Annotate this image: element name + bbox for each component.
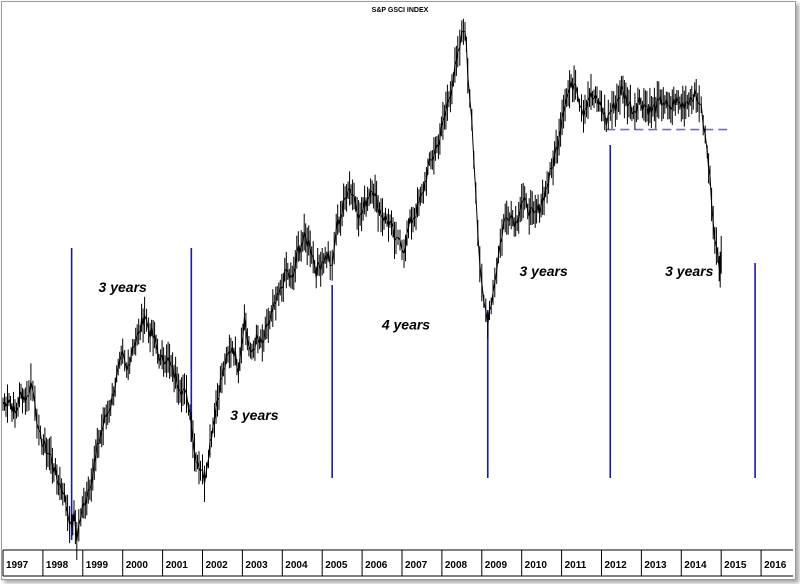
- x-tick-label: 2005: [325, 560, 348, 571]
- x-tick-label: 2002: [205, 560, 228, 571]
- cycle-annotation-label: 4 years: [381, 316, 430, 332]
- x-tick-label: 2000: [126, 560, 149, 571]
- x-tick-label: 2004: [285, 560, 308, 571]
- x-tick-label: 2009: [485, 560, 508, 571]
- cycle-annotation-label: 3 years: [519, 263, 567, 279]
- x-tick-label: 2011: [565, 560, 587, 571]
- x-tick-label: 2008: [445, 560, 468, 571]
- x-tick-label: 2012: [604, 560, 627, 571]
- x-tick-label: 2013: [644, 560, 667, 571]
- cycle-annotation-label: 3 years: [230, 407, 278, 423]
- x-tick-label: 1997: [6, 560, 29, 571]
- x-tick-label: 1998: [46, 560, 69, 571]
- cycle-marker-lines: [70, 145, 756, 540]
- price-series: [2, 18, 722, 560]
- x-tick-label: 1999: [86, 560, 109, 571]
- cycle-annotation-label: 3 years: [99, 279, 147, 295]
- chart-title: S&P GSCI INDEX: [372, 7, 429, 14]
- x-tick-label: 2003: [245, 560, 268, 571]
- x-tick-label: 2014: [684, 560, 707, 571]
- x-tick-label: 2010: [525, 560, 548, 571]
- x-axis: 1997 1998 1999 2000 2001 2002 2003 2004 2005 2006…: [2, 549, 793, 577]
- annotations: 3 years 3 years 4 years 3 years 3 years: [99, 263, 714, 423]
- x-tick-label: 2001: [166, 560, 189, 571]
- cycle-annotation-label: 3 years: [665, 263, 713, 279]
- x-tick-label: 2007: [405, 560, 428, 571]
- x-tick-label: 2016: [764, 560, 787, 571]
- price-range-bars: [2, 18, 722, 560]
- x-tick-label: 2015: [724, 560, 747, 571]
- x-tick-label: 2006: [365, 560, 388, 571]
